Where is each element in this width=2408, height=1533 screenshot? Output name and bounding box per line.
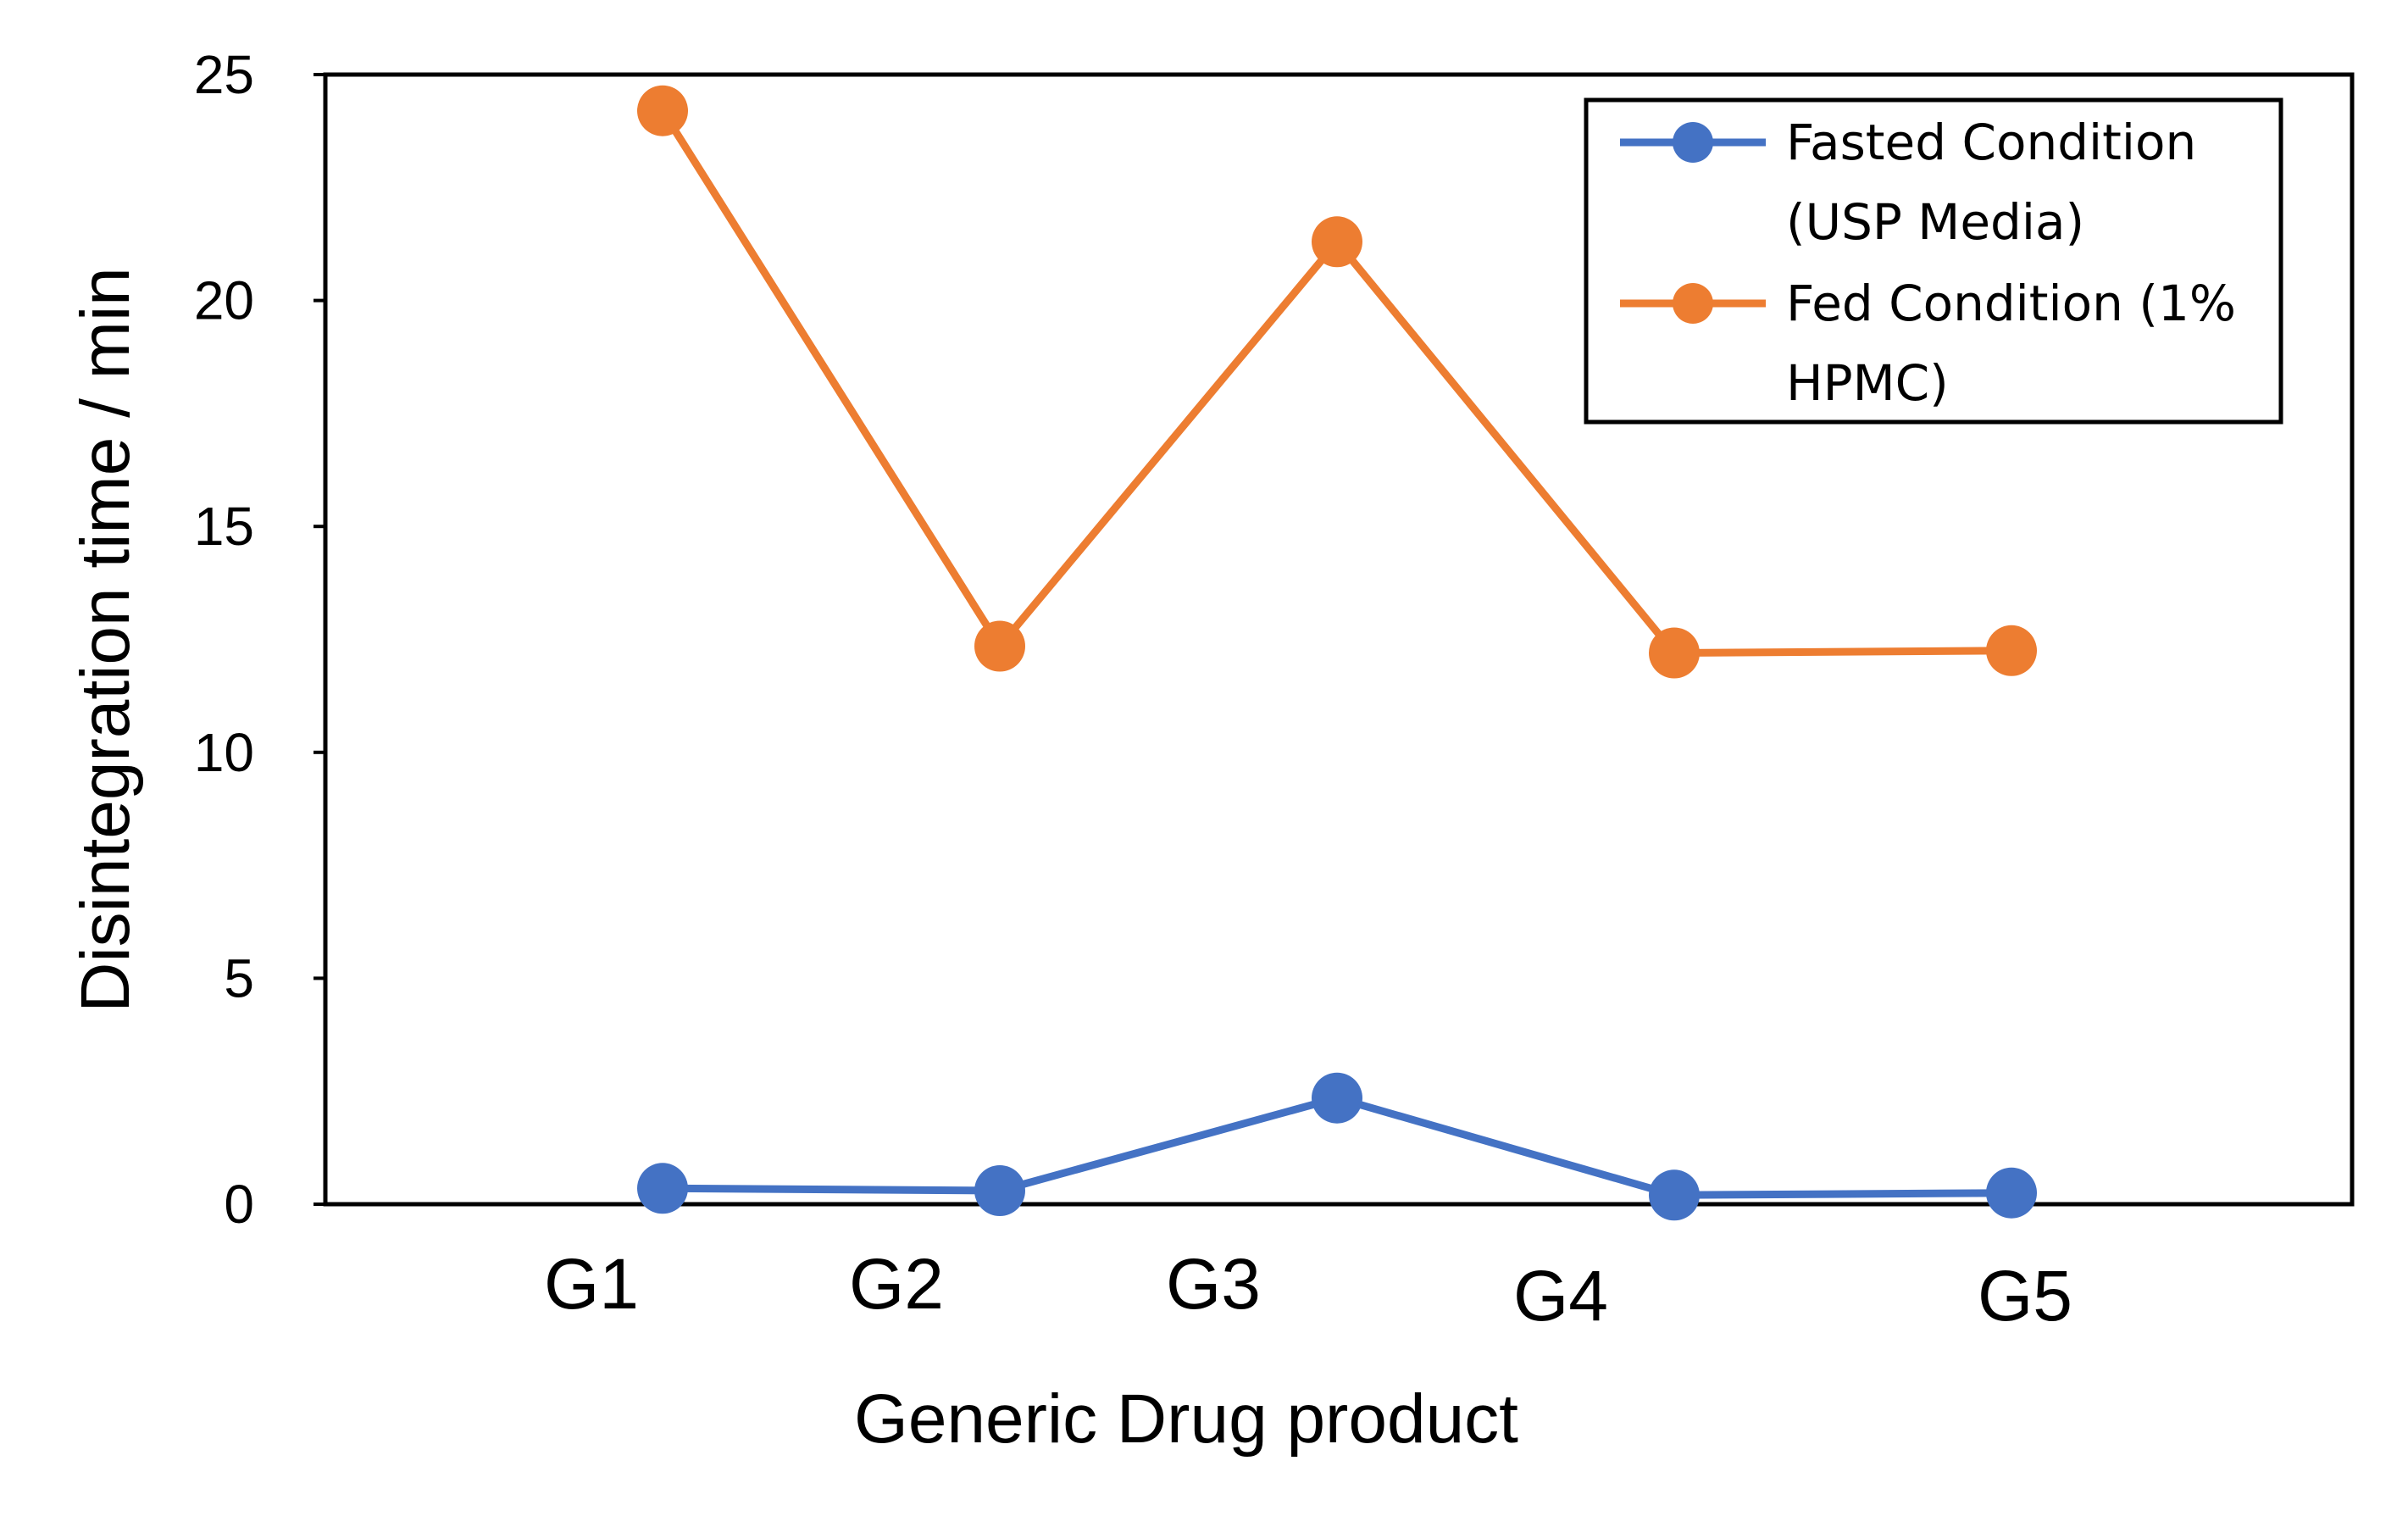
x-category-label: G5 — [1978, 1256, 2072, 1336]
y-tick-label: 10 — [194, 722, 254, 783]
data-point — [637, 1163, 688, 1214]
y-tick-label: 25 — [194, 44, 254, 105]
legend-label: Fed Condition (1% — [1786, 275, 2236, 332]
legend-item: Fasted Condition (USP Media) — [1620, 114, 2196, 251]
series-1 — [637, 1072, 2037, 1221]
x-axis-ticks: G1 G2 G3 G4 G5 — [544, 1244, 2072, 1336]
y-tick-label: 0 — [224, 1174, 254, 1235]
legend-items: Fasted Condition (USP Media) Fed Condition… — [1620, 114, 2236, 412]
x-category-label: G4 — [1513, 1256, 1608, 1336]
y-tick-label: 5 — [224, 947, 254, 1008]
data-point — [1312, 216, 1362, 268]
y-tick-label: 15 — [194, 496, 254, 557]
data-point — [1986, 625, 2037, 676]
x-category-label: G3 — [1166, 1244, 1261, 1324]
data-point — [637, 85, 688, 136]
legend-item: Fed Condition (1% HPMC) — [1620, 275, 2236, 412]
x-category-label: G2 — [849, 1244, 944, 1324]
y-tick-label: 20 — [194, 270, 254, 331]
legend-marker — [1673, 122, 1713, 163]
x-axis-title: Generic Drug product — [854, 1380, 1518, 1458]
data-point — [974, 620, 1025, 672]
data-point — [1649, 627, 1700, 679]
legend-marker — [1673, 283, 1713, 324]
y-axis-ticks: 0 5 10 15 20 25 — [194, 44, 325, 1235]
data-point — [974, 1165, 1025, 1216]
data-point — [1649, 1169, 1700, 1221]
legend: Fasted Condition (USP Media) Fed Condition… — [1584, 97, 2283, 425]
x-category-label: G1 — [544, 1244, 639, 1324]
data-point — [1986, 1167, 2037, 1219]
legend-label: HPMC) — [1786, 354, 1949, 412]
data-point — [1312, 1072, 1362, 1124]
legend-label: Fasted Condition — [1786, 114, 2196, 171]
y-axis-title: Disintegration time / min — [67, 267, 144, 1013]
plot-frame — [323, 72, 2355, 1207]
series-2 — [637, 85, 2037, 679]
legend-label: (USP Media) — [1786, 193, 2084, 251]
series-layer — [637, 85, 2037, 1221]
